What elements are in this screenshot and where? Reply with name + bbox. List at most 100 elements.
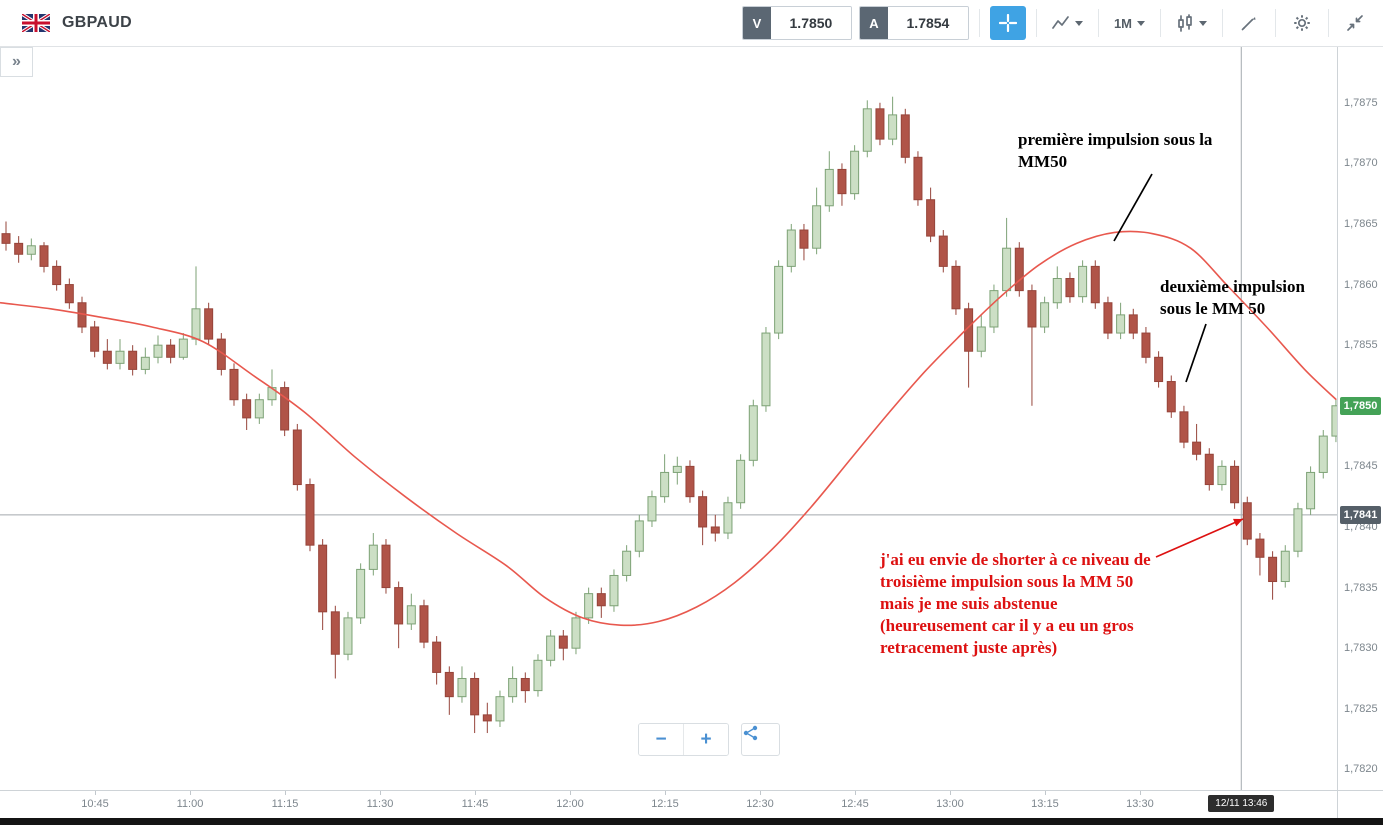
time-tick-label: 13:00	[936, 798, 964, 810]
time-tick-mark	[569, 791, 571, 795]
annotation-line: troisième impulsion sous la MM 50	[880, 572, 1134, 591]
price-tick-label: 1,7835	[1344, 581, 1378, 594]
time-tick-label: 11:00	[176, 798, 204, 810]
crosshair-icon	[998, 14, 1017, 32]
share-button[interactable]	[741, 723, 780, 756]
annotation-troisieme-impulsion-note: j'ai eu envie de shorter à ce niveau de …	[880, 549, 1151, 659]
time-tick-mark	[284, 791, 286, 795]
time-tick-mark	[759, 791, 761, 795]
time-tick-label: 13:30	[1126, 798, 1154, 810]
chart-region: première impulsion sous la MM50 deuxième…	[0, 47, 1383, 790]
sell-letter: V	[742, 7, 771, 39]
price-tick-label: 1,7855	[1344, 339, 1378, 352]
collapse-chart-button[interactable]	[1339, 6, 1371, 40]
crosshair-price-badge: 1,7841	[1340, 505, 1381, 524]
time-tick-label: 11:30	[366, 798, 394, 810]
settings-button[interactable]	[1286, 6, 1318, 40]
chart-type-dropdown[interactable]	[1047, 6, 1088, 40]
zoom-controls: − +	[638, 723, 729, 756]
chevron-down-icon	[1074, 20, 1083, 26]
price-tick-label: 1,7845	[1344, 460, 1378, 473]
toolbar: GBPAUD V 1.7850 A 1.7854 1M	[0, 0, 1383, 47]
divider	[1328, 9, 1329, 37]
annotation-line: (heureusement car il y a eu un gros	[880, 616, 1134, 635]
price-tick-label: 1,7830	[1344, 642, 1378, 655]
annotation-line: deuxième impulsion	[1160, 277, 1305, 296]
time-tick-mark	[1139, 791, 1141, 795]
line-chart-icon	[1052, 16, 1069, 29]
last-price-badge: 1,7850	[1340, 396, 1381, 415]
instrument-header: GBPAUD	[22, 14, 132, 32]
chevron-down-icon	[1199, 20, 1207, 26]
price-tick-label: 1,7840	[1344, 520, 1378, 533]
zoom-out-button[interactable]: −	[639, 724, 683, 755]
price-tick-label: 1,7865	[1344, 217, 1378, 230]
buy-letter: A	[859, 7, 888, 39]
timeframe-label: 1M	[1113, 15, 1132, 31]
candlestick-icon	[1178, 14, 1192, 32]
annotation-line: mais je me suis abstenue	[880, 594, 1058, 613]
sell-price: 1.7850	[770, 7, 851, 39]
crosshair-tool-button[interactable]	[989, 6, 1026, 40]
timeframe-dropdown[interactable]: 1M	[1109, 6, 1150, 40]
divider	[1160, 9, 1161, 37]
time-tick-mark	[854, 791, 856, 795]
annotation-line: première impulsion sous la	[1018, 130, 1213, 149]
time-tick-label: 11:15	[271, 798, 299, 810]
price-tick-label: 1,7820	[1344, 763, 1378, 776]
time-tick-label: 13:15	[1031, 798, 1059, 810]
annotation-line: MM50	[1018, 152, 1068, 171]
candle-style-dropdown[interactable]	[1171, 6, 1212, 40]
price-axis[interactable]: 1,7875 1,7870 1,7865 1,7860 1,7855 1,7850 1,78…	[1337, 47, 1383, 790]
time-tick-label: 12:00	[556, 798, 584, 810]
time-tick-mark	[1044, 791, 1046, 795]
annotation-line: j'ai eu envie de shorter à ce niveau de	[880, 550, 1151, 569]
time-axis-row: 10:45 11:00 11:15 11:30 11:45 12:00 12:15 12:30…	[0, 790, 1383, 818]
toolbar-controls: V 1.7850 A 1.7854 1M	[741, 6, 1371, 40]
crosshair-time-badge: 12/11 13:46	[1208, 795, 1275, 812]
price-tick-label: 1,7825	[1344, 702, 1378, 715]
annotation-premiere-impulsion: première impulsion sous la MM50	[1018, 129, 1212, 173]
sell-quote-button[interactable]: V 1.7850	[741, 6, 852, 40]
candlestick-chart	[0, 47, 1337, 790]
divider	[1035, 9, 1037, 37]
time-tick-mark	[949, 791, 951, 795]
gbpaud-flag-icon	[22, 14, 50, 32]
annotation-deuxieme-impulsion: deuxième impulsion sous le MM 50	[1160, 276, 1305, 320]
divider	[683, 724, 684, 755]
time-tick-mark	[379, 791, 381, 795]
time-tick-label: 12:30	[746, 798, 774, 810]
price-tick-label: 1,7860	[1344, 278, 1378, 291]
divider	[1097, 9, 1099, 37]
divider	[1222, 9, 1223, 37]
time-tick-label: 10:45	[81, 798, 109, 810]
chart-canvas[interactable]: première impulsion sous la MM50 deuxième…	[0, 47, 1337, 790]
time-tick-label: 12:15	[651, 798, 679, 810]
divider	[978, 9, 980, 37]
time-tick-mark	[664, 791, 666, 795]
axis-corner	[1337, 791, 1383, 818]
expand-panel-button[interactable]: »	[0, 47, 33, 77]
annotation-line: sous le MM 50	[1160, 299, 1266, 318]
symbol-title: GBPAUD	[62, 14, 132, 31]
drawing-tools-button[interactable]	[1233, 6, 1265, 40]
gear-icon	[1294, 15, 1310, 31]
chevron-down-icon	[1137, 20, 1145, 26]
time-tick-label: 11:45	[461, 798, 489, 810]
drawing-brush-icon	[1241, 17, 1256, 31]
divider	[1275, 9, 1276, 37]
share-icon	[743, 725, 758, 741]
time-tick-mark	[94, 791, 96, 795]
time-tick-mark	[189, 791, 191, 795]
buy-price: 1.7854	[887, 7, 968, 39]
price-tick-label: 1,7875	[1344, 96, 1378, 109]
zoom-in-button[interactable]: +	[684, 724, 728, 755]
time-tick-mark	[474, 791, 476, 795]
buy-quote-button[interactable]: A 1.7854	[858, 6, 969, 40]
time-axis[interactable]: 10:45 11:00 11:15 11:30 11:45 12:00 12:15 12:30…	[0, 791, 1337, 818]
bottom-strip	[0, 818, 1383, 825]
time-tick-label: 12:45	[841, 798, 869, 810]
annotation-line: retracement juste après)	[880, 638, 1058, 657]
price-tick-label: 1,7870	[1344, 157, 1378, 170]
collapse-chart-icon	[1347, 15, 1363, 31]
